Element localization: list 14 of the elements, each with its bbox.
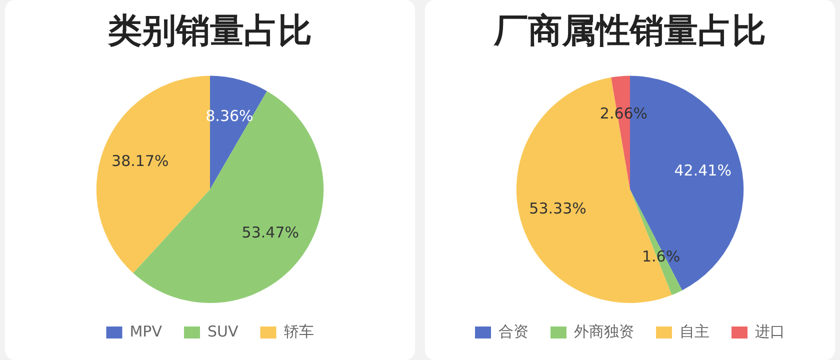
chart-title: 厂商属性销量占比 — [493, 11, 766, 52]
legend-label: 外商独资 — [574, 322, 634, 340]
data-label: 38.17% — [112, 152, 169, 170]
chart-title: 类别销量占比 — [107, 11, 312, 52]
legend-label: MPV — [130, 322, 163, 340]
legend-label: 自主 — [680, 322, 710, 340]
legend-label: 轿车 — [284, 322, 314, 340]
legend-label: 进口 — [755, 322, 785, 340]
data-label: 53.47% — [242, 224, 299, 242]
data-label: 1.6% — [642, 248, 680, 266]
data-label: 42.41% — [674, 162, 732, 180]
data-label: 53.33% — [529, 199, 586, 218]
legend-label: 合资 — [498, 322, 528, 340]
legend-label: SUV — [207, 322, 239, 340]
